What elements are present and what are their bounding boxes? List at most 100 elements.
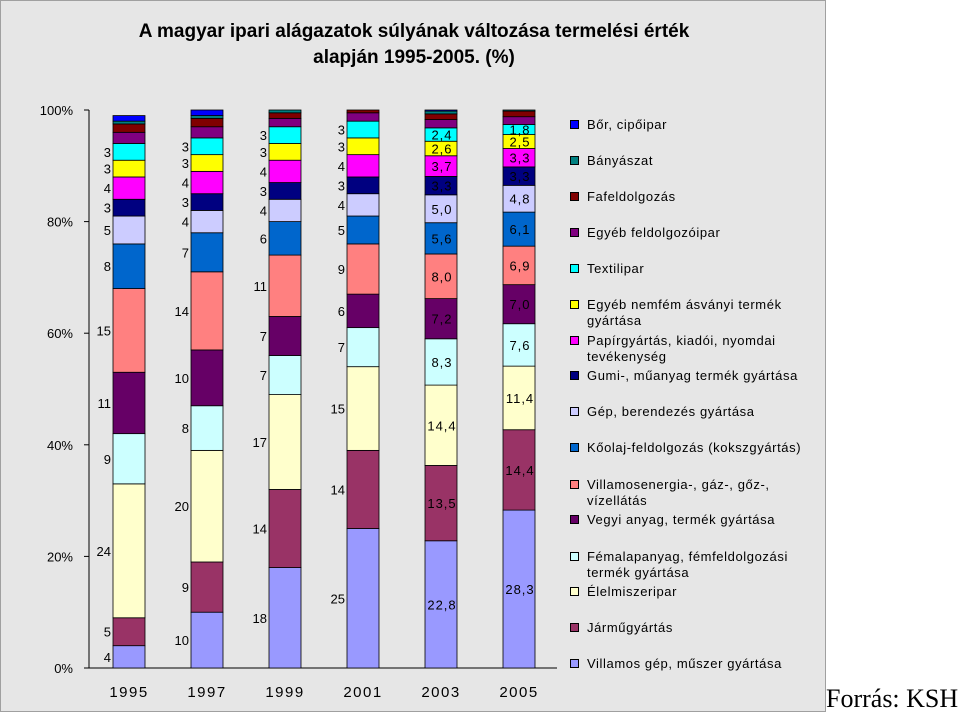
- legend-label: Papírgyártás, kiadói, nyomdai tevékenysé…: [587, 333, 776, 364]
- bar-segment: [190, 449, 224, 563]
- data-label: 3: [104, 162, 111, 177]
- data-label: 5: [104, 223, 111, 238]
- legend: Bőr, cipőipar Bányászat Fafeldolgozás Egyéb…: [570, 1, 825, 713]
- bar-segment: [502, 184, 536, 213]
- legend-label: Gép, berendezés gyártása: [587, 404, 755, 419]
- data-label: 14,4: [427, 418, 456, 433]
- bar-segment: [502, 211, 536, 247]
- data-label: 4: [182, 176, 189, 191]
- data-label: 24: [97, 544, 111, 559]
- bar-segment: [112, 483, 146, 619]
- data-label: 7: [338, 340, 345, 355]
- data-label: 5,0: [431, 202, 452, 217]
- data-label: 4: [338, 159, 345, 174]
- bar-segment: [112, 115, 146, 122]
- bar-segment: [346, 366, 380, 451]
- data-label: 4,8: [509, 192, 530, 207]
- bar-segment: [112, 617, 146, 647]
- data-label: 10: [175, 371, 189, 386]
- bar-segment: [190, 109, 224, 116]
- bar-segment: [346, 293, 380, 329]
- bar-segment: [268, 254, 302, 317]
- bar-segment: [424, 119, 458, 129]
- data-label: 6: [338, 304, 345, 319]
- data-label: 3: [338, 123, 345, 138]
- bar-segment: [268, 112, 302, 119]
- data-label: 14: [253, 522, 267, 537]
- bar-segment: [112, 288, 146, 373]
- plot-area: 0% 20% 40% 60% 80% 100% 1995 1997 1999 2001 2003 20…: [40, 103, 557, 701]
- data-label: 17: [253, 435, 267, 450]
- x-tick-label: 2003: [421, 684, 460, 701]
- data-label: 3: [260, 128, 267, 143]
- data-label: 6,1: [509, 222, 530, 237]
- bar-segment: [112, 371, 146, 435]
- data-label: 8,0: [431, 269, 452, 284]
- legend-swatch: [570, 264, 579, 273]
- bar-segment: [190, 210, 224, 234]
- bar-segment: [268, 394, 302, 490]
- data-label: 20: [175, 499, 189, 514]
- bar-segment: [112, 433, 146, 485]
- legend-swatch: [570, 228, 579, 237]
- legend-swatch: [570, 587, 579, 596]
- data-label: 15: [331, 402, 345, 417]
- data-label: 7,0: [509, 297, 530, 312]
- bar-segment: [502, 110, 536, 118]
- legend-swatch: [570, 552, 579, 561]
- data-label: 18: [253, 611, 267, 626]
- data-label: 3: [182, 139, 189, 154]
- bar-segment: [112, 143, 146, 161]
- bar-segment: [112, 198, 146, 217]
- data-label: 3,7: [431, 159, 452, 174]
- bar-segment: [424, 222, 458, 255]
- bar-segment: [112, 243, 146, 289]
- bar-segment: [268, 182, 302, 200]
- bar-segment: [268, 489, 302, 568]
- legend-swatch: [570, 407, 579, 416]
- bar-segment: [268, 198, 302, 222]
- data-label: 3,3: [431, 179, 452, 194]
- data-label: 9: [182, 580, 189, 595]
- bar-segment: [346, 243, 380, 295]
- data-label: 2,5: [509, 135, 530, 150]
- x-tick-label: 2001: [343, 684, 382, 701]
- data-label: 15: [97, 323, 111, 338]
- legend-swatch: [570, 659, 579, 668]
- data-label: 3: [338, 178, 345, 193]
- data-label: 5,6: [431, 231, 452, 246]
- x-tick-label: 1997: [187, 684, 226, 701]
- bar-segment: [346, 112, 380, 122]
- y-tick-label: 100%: [40, 103, 74, 118]
- data-label: 4: [338, 198, 345, 213]
- bar-segment: [502, 509, 536, 669]
- bar-segment: [268, 143, 302, 161]
- data-label: 6,9: [509, 258, 530, 273]
- legend-swatch: [570, 515, 579, 524]
- bar-segment: [502, 284, 536, 325]
- bar-segment: [190, 193, 224, 211]
- bar-segment: [346, 215, 380, 245]
- bar-segment: [112, 645, 146, 669]
- data-label: 4: [182, 215, 189, 230]
- bar-segment: [190, 117, 224, 128]
- bar-segment: [190, 405, 224, 451]
- data-label: 3: [104, 201, 111, 216]
- source-note: Forrás: KSH: [826, 684, 959, 713]
- bar-segment: [424, 194, 458, 224]
- data-label: 7,2: [431, 312, 452, 327]
- legend-label: Fafeldolgozás: [587, 189, 676, 204]
- data-label: 3: [104, 145, 111, 160]
- bar-segment: [190, 115, 224, 119]
- bar-segment: [346, 120, 380, 139]
- bar-segment: [190, 137, 224, 156]
- data-label: 7: [260, 329, 267, 344]
- bar-segment: [190, 561, 224, 613]
- legend-swatch: [570, 300, 579, 309]
- data-label: 8,3: [431, 355, 452, 370]
- bar-segment: [268, 126, 302, 144]
- data-label: 14: [175, 304, 189, 319]
- legend-label: Járműgyártás: [587, 620, 673, 635]
- bar-segment: [346, 109, 380, 114]
- legend-swatch: [570, 623, 579, 632]
